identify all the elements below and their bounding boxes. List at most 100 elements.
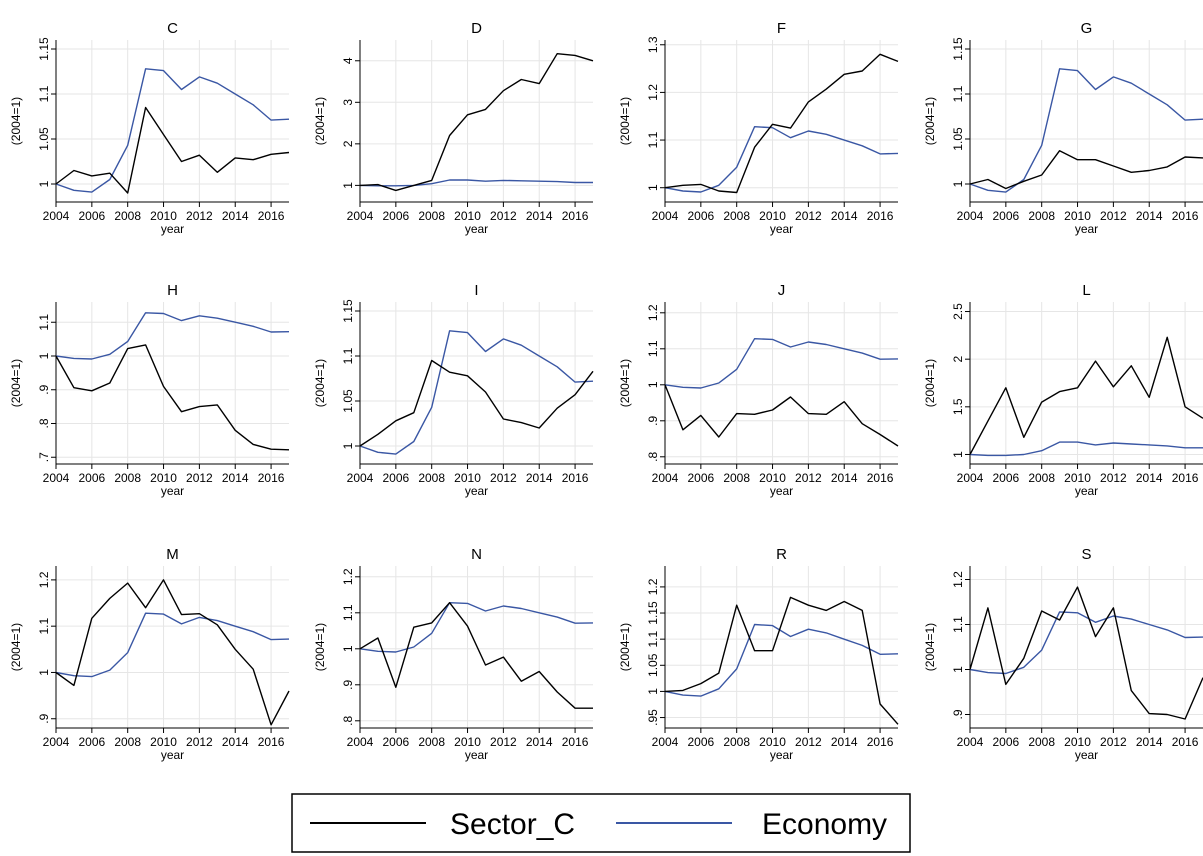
y-axis-label: (2004=1) <box>313 97 327 145</box>
y-tick-label: 1 <box>646 184 660 191</box>
panel-title: L <box>1082 282 1090 299</box>
series-line-economy <box>969 68 1203 193</box>
panel-title: R <box>776 546 787 563</box>
panel-title: D <box>471 20 482 37</box>
x-tick-label: 2008 <box>114 209 141 223</box>
panel-grid <box>664 566 898 728</box>
x-axis-label: year <box>161 484 184 498</box>
series-line-sector <box>969 586 1203 720</box>
y-tick-label: 1.1 <box>951 616 965 633</box>
panel-C: 2004 2006 2008 2010 2012 2014 2016 1 1.05 1.1 1.15… <box>9 20 290 236</box>
y-tick-label: 1.2 <box>37 571 51 588</box>
x-axis-label: year <box>1075 222 1098 236</box>
series-line-sector <box>55 344 290 451</box>
panel-grid <box>55 566 289 728</box>
x-tick-label: 2006 <box>687 209 714 223</box>
panel-I: 2004 2006 2008 2010 2012 2014 2016 1 1.05 1.1 1.15… <box>313 282 594 498</box>
panel-J: 2004 2006 2008 2010 2012 2014 2016 .8 .9 1 1.1 1.2 J… <box>618 282 899 498</box>
x-tick-label: 2014 <box>526 471 553 485</box>
x-tick-label: 2016 <box>258 471 285 485</box>
x-tick-label: 2008 <box>723 471 750 485</box>
y-tick-label: 1.1 <box>37 618 51 635</box>
x-tick-label: 2014 <box>831 735 858 749</box>
y-tick-label: .9 <box>646 415 660 425</box>
x-tick-label: 2012 <box>490 471 517 485</box>
x-tick-label: 2012 <box>1100 209 1127 223</box>
series-line-economy <box>359 602 594 653</box>
y-axis-label: (2004=1) <box>618 623 632 671</box>
x-tick-label: 2006 <box>687 735 714 749</box>
y-tick-label: .8 <box>646 451 660 461</box>
series-line-sector <box>664 53 899 194</box>
x-tick-label: 2014 <box>831 209 858 223</box>
x-tick-label: 2016 <box>867 735 894 749</box>
y-axis-label: (2004=1) <box>9 97 23 145</box>
panel-title: C <box>167 20 178 37</box>
x-tick-label: 2004 <box>347 735 374 749</box>
x-axis-label: year <box>1075 484 1098 498</box>
x-tick-label: 2006 <box>382 471 409 485</box>
x-tick-label: 2004 <box>957 209 984 223</box>
y-tick-label: 1.2 <box>951 571 965 588</box>
x-axis-label: year <box>465 484 488 498</box>
panel-G: 2004 2006 2008 2010 2012 2014 2016 1 1.05 1.1 1.15… <box>923 20 1203 236</box>
y-axis-label: (2004=1) <box>618 97 632 145</box>
x-tick-label: 2016 <box>867 209 894 223</box>
panel-title: N <box>471 546 482 563</box>
y-tick-label: 1.3 <box>646 36 660 53</box>
series-line-economy <box>55 612 290 678</box>
y-tick-label: .7 <box>37 452 51 462</box>
y-tick-label: 1 <box>951 451 965 458</box>
panel-H: 2004 2006 2008 2010 2012 2014 2016 .7 .8 .9 1 1.1 Hy… <box>9 282 290 498</box>
series-line-economy <box>969 611 1203 675</box>
x-axis-label: year <box>161 222 184 236</box>
x-tick-label: 2010 <box>150 209 177 223</box>
y-tick-label: 2.5 <box>951 303 965 320</box>
y-tick-label: 1 <box>646 688 660 695</box>
y-tick-label: 1.1 <box>37 314 51 331</box>
x-tick-label: 2012 <box>186 735 213 749</box>
x-tick-label: 2010 <box>454 209 481 223</box>
y-tick-label: .9 <box>341 679 355 689</box>
y-axis-label: (2004=1) <box>923 97 937 145</box>
x-axis-label: year <box>770 484 793 498</box>
y-tick-label: 1.1 <box>37 85 51 102</box>
x-axis-label: year <box>465 222 488 236</box>
x-axis-label: year <box>1075 748 1098 762</box>
x-tick-label: 2012 <box>1100 471 1127 485</box>
panel-grid <box>55 40 289 202</box>
y-tick-label: 1 <box>37 180 51 187</box>
y-tick-label: 1.05 <box>37 127 51 151</box>
y-tick-label: 1.05 <box>341 389 355 413</box>
y-tick-label: .95 <box>646 709 660 726</box>
y-axis-label: (2004=1) <box>9 359 23 407</box>
panel-title: F <box>777 20 786 37</box>
x-tick-label: 2014 <box>526 735 553 749</box>
y-axis-label: (2004=1) <box>313 359 327 407</box>
panel-N: 2004 2006 2008 2010 2012 2014 2016 .8 .9 1 1.1 1.2 N… <box>313 546 594 762</box>
x-tick-label: 2010 <box>1064 471 1091 485</box>
x-tick-label: 2004 <box>43 735 70 749</box>
legend-label-economy: Economy <box>762 808 887 841</box>
x-tick-label: 2010 <box>759 471 786 485</box>
x-tick-label: 2004 <box>43 471 70 485</box>
x-tick-label: 2016 <box>258 209 285 223</box>
panel-grid <box>55 302 289 464</box>
series-line-economy <box>969 441 1203 457</box>
x-tick-label: 2006 <box>687 471 714 485</box>
x-tick-label: 2016 <box>1172 209 1199 223</box>
y-tick-label: 1 <box>951 666 965 673</box>
x-tick-label: 2004 <box>652 209 679 223</box>
x-tick-label: 2010 <box>454 735 481 749</box>
x-axis-label: year <box>770 222 793 236</box>
series-line-economy <box>664 623 899 697</box>
x-tick-label: 2008 <box>114 735 141 749</box>
x-tick-label: 2016 <box>867 471 894 485</box>
panel-title: J <box>778 282 786 299</box>
panel-grid <box>969 566 1203 728</box>
series-line-sector <box>969 149 1203 190</box>
y-tick-label: 1.2 <box>646 84 660 101</box>
y-tick-label: 1.1 <box>646 131 660 148</box>
y-axis-label: (2004=1) <box>923 359 937 407</box>
